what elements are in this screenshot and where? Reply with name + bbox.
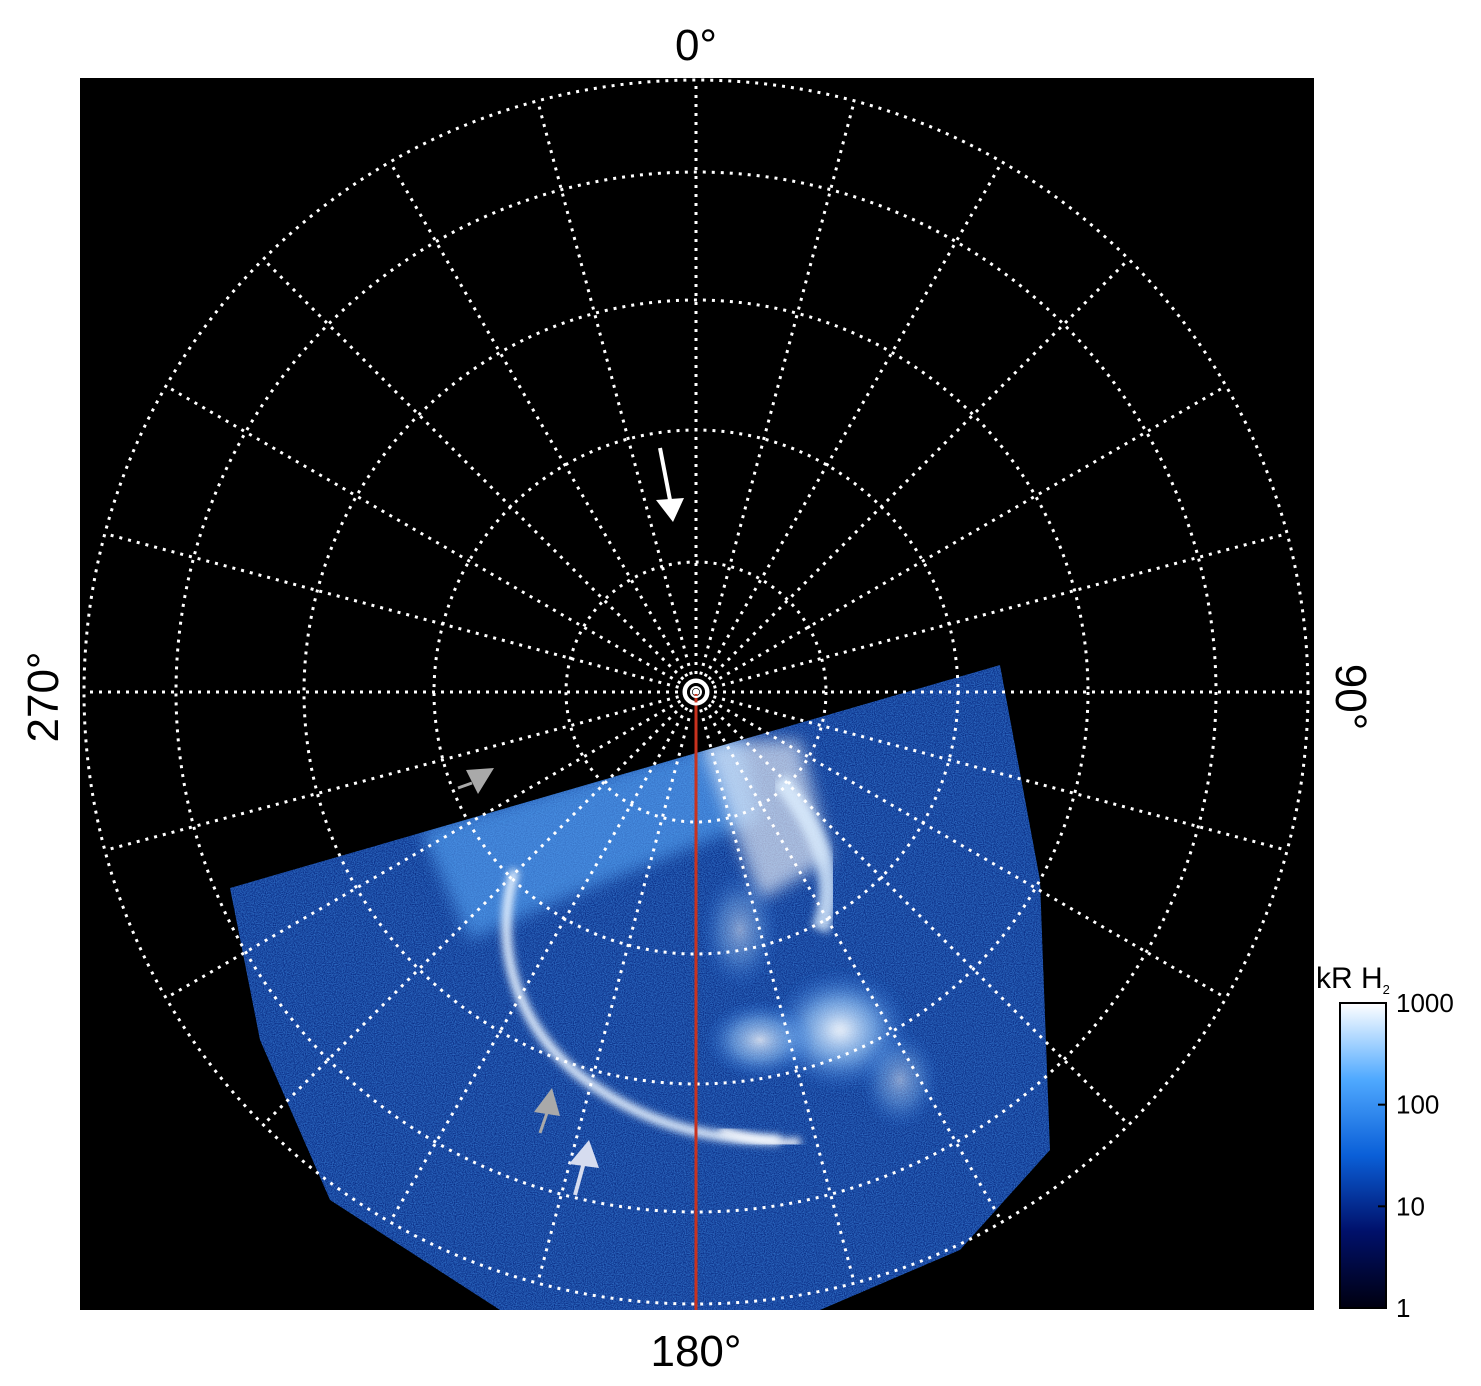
light-arrow-indicator-lower [569,1140,599,1196]
grid-meridian-line [388,691,698,1223]
grid-meridian-line [695,690,1227,1000]
grid-meridian-line [695,690,1288,852]
grid-meridian-line [694,258,1130,694]
grid-meridian-line [104,690,697,852]
grid-latitude-circle [564,560,828,824]
grid-meridian-line [165,690,697,1000]
colorbar-tick-label: 100 [1396,1090,1439,1120]
grid-meridian-line [694,161,1004,693]
gray-arrow-indicator-middle [534,1088,560,1134]
grid-meridian-line [695,384,1227,694]
colorbar-tick-label: 10 [1396,1191,1425,1221]
colorbar: kR H2 1000 100 10 1 [1316,962,1454,1323]
colorbar-gradient [1339,1002,1387,1309]
grid-meridian-line [262,690,698,1126]
main-auroral-oval [501,868,781,1145]
grid-meridian-line [694,100,856,693]
grid-meridian-line [262,258,698,694]
white-arrow-indicator [656,447,684,522]
grid-meridian-line [388,161,698,693]
grid-meridian-line [694,691,1004,1223]
grid-meridian-line [536,100,698,693]
grid-meridian-line [165,384,697,694]
grid-latitude-circle [82,78,1310,1306]
label-right-longitude: 90° [1326,664,1375,731]
label-bottom-longitude: 180° [650,1327,741,1376]
gray-arrow-indicator-upper [457,768,494,794]
colorbar-tick-label: 1 [1396,1293,1410,1323]
grid-meridian-line [536,691,698,1284]
grid-latitude-circle [174,170,1218,1214]
grid-meridian-line [694,691,856,1284]
grid-meridian-line [694,690,1130,1126]
grid-latitude-circle [302,298,1090,1086]
label-top-longitude: 0° [675,21,717,70]
grid-meridian-line [695,532,1288,694]
colorbar-title: kR H2 [1316,962,1390,997]
label-left-longitude: 270° [19,651,68,742]
colorbar-tick-label: 1000 [1396,988,1454,1018]
pole-marker [682,678,710,706]
grid-meridian-line [104,532,697,694]
